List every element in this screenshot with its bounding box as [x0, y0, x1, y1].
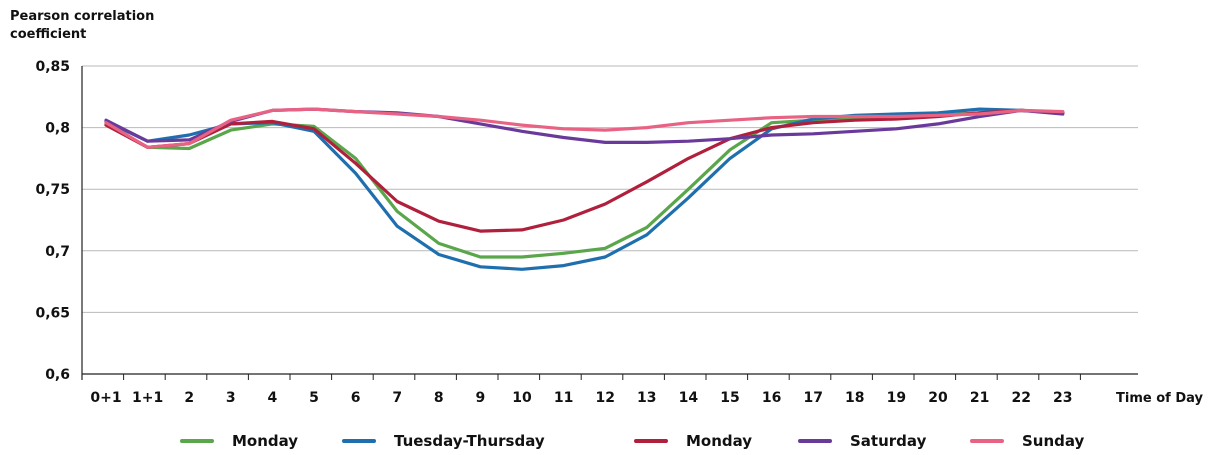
x-tick-label: 6 [351, 390, 361, 406]
legend-label: Saturday [850, 432, 927, 450]
series-line-1 [104, 108, 1065, 259]
legend-label: Tuesday-Thursday [394, 432, 545, 450]
x-tick-label: 22 [1011, 390, 1030, 406]
legend-item: Tuesday-Thursday [342, 430, 545, 452]
legend-label: Monday [686, 432, 753, 450]
x-tick-label: 9 [476, 390, 486, 406]
x-axis-title: Time of Day [1116, 391, 1203, 406]
legend-swatch [798, 439, 832, 443]
x-tick-label: 18 [845, 390, 864, 406]
x-tick-label: 19 [887, 390, 906, 406]
y-tick-label: 0,85 [35, 59, 70, 75]
y-axis-title: Pearson correlation coefficient [10, 9, 155, 42]
legend-label: Sunday [1022, 432, 1085, 450]
y-tick-label: 0,75 [35, 182, 70, 198]
x-tick-label: 15 [720, 390, 739, 406]
legend-item: Saturday [798, 430, 926, 452]
legend-item: Monday [634, 430, 752, 452]
x-tick-label: 16 [762, 390, 781, 406]
x-tick-label: 12 [595, 390, 614, 406]
legend-item: Sunday [970, 430, 1084, 452]
legend: Monday Tuesday-Thursday Monday Saturday Sund… [0, 430, 1218, 452]
y-axis-ticks: 0,6 0,65 0,7 0,75 0,8 0,85 [35, 59, 70, 383]
x-tick-label: 2 [184, 390, 194, 406]
legend-label: Monday [232, 432, 299, 450]
x-tick-label: 13 [637, 390, 656, 406]
legend-swatch [342, 439, 376, 443]
y-tick-label: 0,8 [45, 121, 70, 137]
line-chart: 0,60,650,70,750,80,85 0+1 1+1 2 3 4 5 6 7 8 9 10 11… [35, 59, 1203, 406]
x-tick-label: 23 [1053, 390, 1072, 406]
x-tick-label: 1+1 [132, 390, 163, 406]
x-tick-label: 4 [268, 390, 278, 406]
legend-swatch [180, 439, 214, 443]
x-tick-label: 8 [434, 390, 444, 406]
x-tick-label: 14 [679, 390, 699, 406]
x-tick-label: 7 [392, 390, 402, 406]
x-axis-ticks: 0+1 1+1 2 3 4 5 6 7 8 9 10 11 12 13 14 15 16 17 18 19 20 21 22… [90, 390, 1072, 406]
series-line-5 [104, 107, 1065, 149]
x-tick-label: 17 [803, 390, 822, 406]
y-tick-label: 0,65 [35, 305, 70, 321]
y-tick-label: 0,7 [45, 244, 70, 260]
legend-swatch [634, 439, 668, 443]
y-tick-label: 0,6 [45, 367, 70, 383]
x-tick-label: 10 [512, 390, 532, 406]
x-tick-label: 5 [309, 390, 319, 406]
grid-lines [82, 65, 1138, 313]
legend-item: Monday [180, 430, 298, 452]
series-lines [104, 107, 1065, 271]
legend-swatch [970, 439, 1004, 443]
x-tick-label: 0+1 [90, 390, 121, 406]
x-tick-label: 11 [554, 390, 573, 406]
x-tick-label: 21 [970, 390, 989, 406]
x-axis [81, 66, 1138, 380]
x-tick-label: 20 [928, 390, 948, 406]
x-tick-label: 3 [226, 390, 236, 406]
series-line-3 [104, 108, 1065, 233]
